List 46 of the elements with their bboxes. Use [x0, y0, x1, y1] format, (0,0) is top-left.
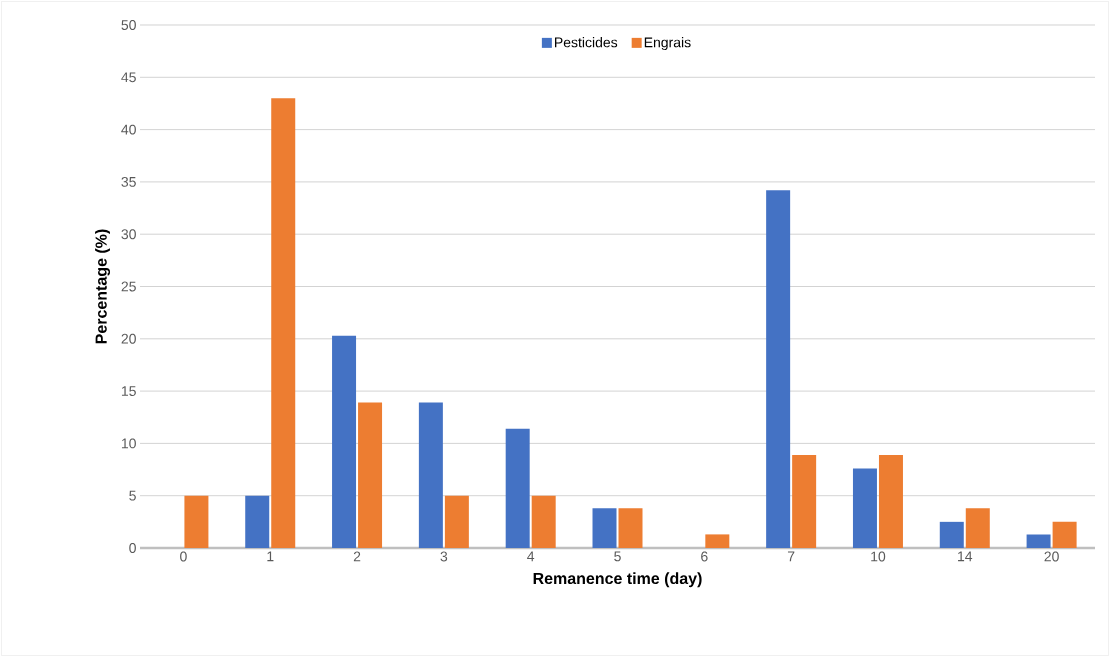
bar	[332, 335, 357, 548]
bar	[184, 495, 209, 548]
bar	[1052, 521, 1077, 548]
bar	[792, 454, 817, 548]
y-tick-label: 40	[121, 124, 136, 135]
x-tick-label: 20	[1044, 551, 1059, 562]
x-tick-label: 14	[958, 551, 973, 562]
bar	[531, 495, 556, 548]
bar	[939, 521, 964, 548]
x-tick-label: 2	[353, 551, 361, 562]
x-tick-label: 4	[527, 551, 535, 562]
bar	[705, 534, 730, 548]
bar	[444, 495, 469, 548]
bar	[766, 190, 791, 548]
bar	[592, 508, 617, 548]
legend-label: Pesticides	[555, 37, 618, 48]
bar	[852, 468, 877, 548]
x-tick-label: 1	[267, 551, 274, 562]
y-tick-label: 0	[129, 543, 136, 553]
x-tick-label: 10	[871, 551, 886, 562]
bar	[358, 402, 383, 548]
y-tick-label: 35	[121, 176, 136, 187]
x-tick-label: 3	[440, 551, 448, 562]
y-tick-label: 10	[121, 438, 136, 449]
x-axis-title: Remanence time (day)	[533, 572, 702, 588]
legend-label: Engrais	[644, 37, 691, 51]
y-tick-label: 30	[121, 229, 136, 240]
y-tick-label: 50	[121, 20, 136, 30]
bar	[878, 454, 903, 548]
x-tick-label: 5	[614, 551, 621, 562]
bar	[618, 508, 643, 548]
y-tick-label: 15	[121, 386, 136, 396]
y-tick-label: 20	[121, 333, 136, 344]
bar	[271, 98, 296, 548]
bar	[1026, 534, 1051, 548]
bar	[505, 428, 530, 548]
bar	[965, 508, 990, 548]
y-axis-title: Percentage (%)	[95, 229, 111, 344]
x-tick-label: 0	[180, 551, 187, 562]
bar	[418, 402, 443, 548]
x-tick-label: 6	[701, 551, 708, 562]
y-tick-label: 5	[129, 490, 136, 501]
y-tick-label: 45	[121, 72, 136, 83]
x-tick-label: 7	[787, 551, 795, 562]
y-tick-label: 25	[121, 281, 136, 292]
bar	[245, 495, 270, 548]
